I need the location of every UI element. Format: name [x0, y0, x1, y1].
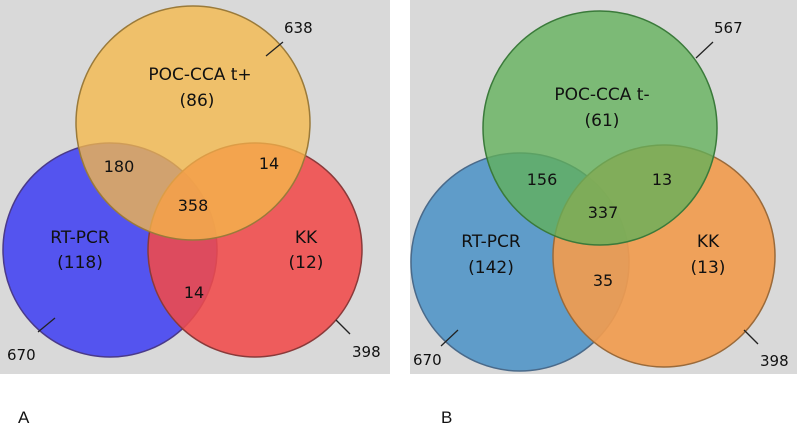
label-left-name: RT-PCR: [461, 232, 521, 252]
tick-right-total: [335, 319, 351, 335]
total-top: 638: [284, 19, 313, 37]
label-top-only: (61): [585, 111, 620, 131]
intersection-top-left: 180: [104, 157, 135, 176]
label-right-only: (12): [289, 253, 324, 273]
tick-left-total: [440, 329, 459, 347]
tick-top-total: [695, 41, 714, 59]
total-right: 398: [760, 352, 789, 370]
total-right: 398: [352, 343, 381, 361]
label-top-only: (86): [180, 91, 215, 111]
caption-a: A: [18, 408, 30, 427]
label-top-name: POC-CCA t+: [148, 65, 251, 85]
venn-panel-b: 567 670 398 POC-CCA t- (61) RT-PCR (142)…: [410, 0, 797, 374]
intersection-top-right: 14: [259, 154, 279, 173]
intersection-center: 337: [588, 203, 619, 222]
intersection-left-right: 14: [184, 283, 204, 302]
label-right-name: KK: [295, 228, 318, 248]
tick-right-total: [743, 329, 759, 345]
label-left-only: (118): [57, 253, 103, 273]
tick-top-total: [265, 41, 284, 57]
intersection-center: 358: [178, 196, 209, 215]
circle-poc-cca: [75, 5, 311, 241]
caption-b: B: [441, 408, 453, 427]
label-right-only: (13): [691, 258, 726, 278]
intersection-left-right: 35: [593, 271, 613, 290]
total-left: 670: [7, 346, 36, 364]
label-left-only: (142): [468, 258, 514, 278]
venn-diagram-a: 638 670 398 POC-CCA t+ (86) RT-PCR (118)…: [2, 5, 381, 364]
label-right-name: KK: [697, 232, 720, 252]
tick-left-total: [37, 317, 56, 333]
label-left-name: RT-PCR: [50, 228, 110, 248]
intersection-top-left: 156: [527, 170, 558, 189]
circle-poc-cca: [482, 10, 718, 246]
total-top: 567: [714, 19, 743, 37]
venn-diagram-b: 567 670 398 POC-CCA t- (61) RT-PCR (142)…: [410, 10, 789, 372]
intersection-top-right: 13: [652, 170, 672, 189]
venn-panel-a: 638 670 398 POC-CCA t+ (86) RT-PCR (118)…: [0, 0, 390, 374]
total-left: 670: [413, 351, 442, 369]
label-top-name: POC-CCA t-: [554, 85, 649, 105]
